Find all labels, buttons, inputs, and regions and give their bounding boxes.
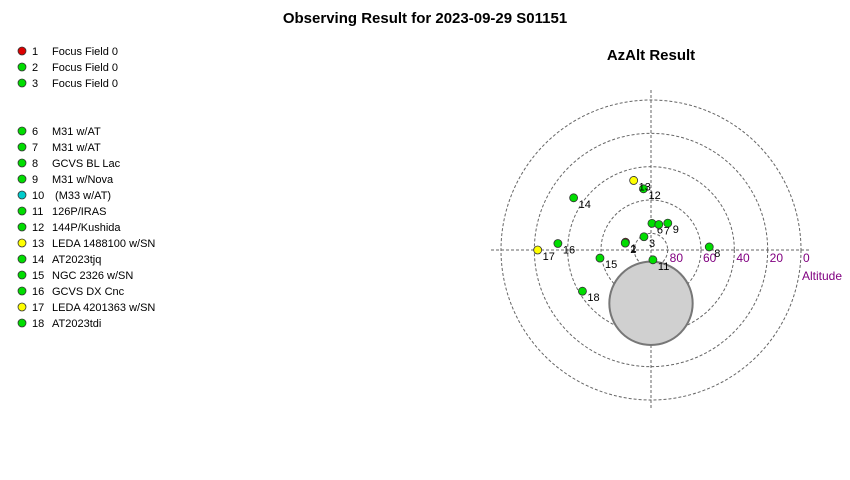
target-point	[553, 239, 563, 248]
legend-id: 7	[32, 142, 38, 154]
legend-id: 8	[32, 158, 38, 170]
legend-id: 16	[32, 286, 44, 298]
target-point	[620, 238, 630, 248]
legend-marker	[17, 62, 27, 72]
legend-id: 15	[32, 270, 44, 282]
point-label: 6	[657, 224, 663, 236]
legend-id: 12	[32, 222, 44, 234]
legend-name: LEDA 1488100 w/SN	[52, 238, 155, 250]
legend-id: 9	[32, 174, 38, 186]
legend-name: GCVS BL Lac	[52, 158, 121, 170]
point-label: 9	[673, 224, 679, 236]
legend-marker	[17, 46, 27, 56]
ring	[600, 199, 702, 301]
point-label: 12	[648, 190, 660, 202]
legend-name: M31 w/AT	[52, 142, 101, 154]
target-point	[648, 255, 658, 265]
legend-marker	[17, 78, 27, 88]
legend-marker	[17, 206, 27, 216]
point-label: 8	[714, 248, 720, 260]
point-label: 18	[587, 292, 599, 304]
legend-marker	[17, 142, 27, 152]
legend-marker	[17, 270, 27, 280]
point-label: 14	[579, 199, 591, 211]
legend-id: 14	[32, 254, 44, 266]
legend-marker	[17, 302, 27, 312]
legend-name: (M33 w/AT)	[52, 190, 111, 202]
target-point	[569, 193, 579, 203]
point-label: 13	[639, 181, 651, 193]
target-point	[639, 184, 648, 194]
legend-marker	[17, 286, 27, 296]
legend-id: 13	[32, 238, 44, 250]
legend-id: 1	[32, 46, 38, 58]
point-label: 7	[664, 225, 670, 237]
legend-id: 2	[32, 62, 38, 74]
point-label: 17	[543, 251, 555, 263]
legend-marker	[17, 222, 27, 232]
target-point	[595, 253, 605, 263]
legend-marker	[17, 190, 27, 200]
point-label: 15	[605, 259, 617, 271]
r-tick-label: 40	[736, 251, 750, 265]
target-point	[639, 232, 649, 242]
r-tick-label: 60	[703, 251, 717, 265]
point-label: 1	[630, 243, 636, 255]
r-tick-label: 0	[803, 251, 810, 265]
legend-marker	[17, 238, 27, 248]
legend-name: AT2023tdi	[52, 318, 101, 330]
legend-name: M31 w/AT	[52, 126, 101, 138]
target-point	[578, 286, 587, 296]
legend-id: 6	[32, 126, 38, 138]
legend-name: GCVS DX Cnc	[52, 286, 125, 298]
target-point	[629, 176, 639, 185]
legend-id: 11	[32, 206, 43, 218]
subtitle: AzAlt Result	[607, 47, 695, 64]
r-tick-label: 80	[670, 251, 684, 265]
legend-name: M31 w/Nova	[52, 174, 114, 186]
legend-name: Focus Field 0	[52, 46, 118, 58]
moon	[608, 260, 694, 347]
ring	[500, 99, 802, 401]
point-label: 3	[649, 238, 655, 250]
target-point	[654, 220, 664, 229]
legend-name: Focus Field 0	[52, 62, 118, 74]
title: Observing Result for 2023-09-29 S01151	[283, 10, 567, 27]
target-point	[663, 218, 673, 228]
legend-marker	[17, 254, 27, 264]
target-point	[704, 242, 714, 252]
point-label: 2	[630, 244, 636, 256]
legend-name: LEDA 4201363 w/SN	[52, 302, 155, 314]
legend-name: 126P/IRAS	[52, 206, 106, 218]
legend-id: 10	[32, 190, 44, 202]
legend-name: Focus Field 0	[52, 78, 118, 90]
legend-marker	[17, 174, 27, 184]
legend-name: 144P/Kushida	[52, 222, 121, 234]
point-label: 16	[563, 244, 575, 256]
r-tick-label: 20	[770, 251, 784, 265]
legend-marker	[17, 318, 27, 328]
legend-marker	[17, 126, 27, 136]
legend-name: NGC 2326 w/SN	[52, 270, 133, 282]
point-label: 11	[658, 261, 669, 273]
legend-marker	[17, 158, 27, 168]
target-point	[533, 245, 543, 255]
axis-label: Altitude	[802, 269, 842, 283]
legend-id: 3	[32, 78, 38, 90]
legend-id: 17	[32, 302, 44, 314]
legend-name: AT2023tjq	[52, 254, 101, 266]
legend-id: 18	[32, 318, 44, 330]
